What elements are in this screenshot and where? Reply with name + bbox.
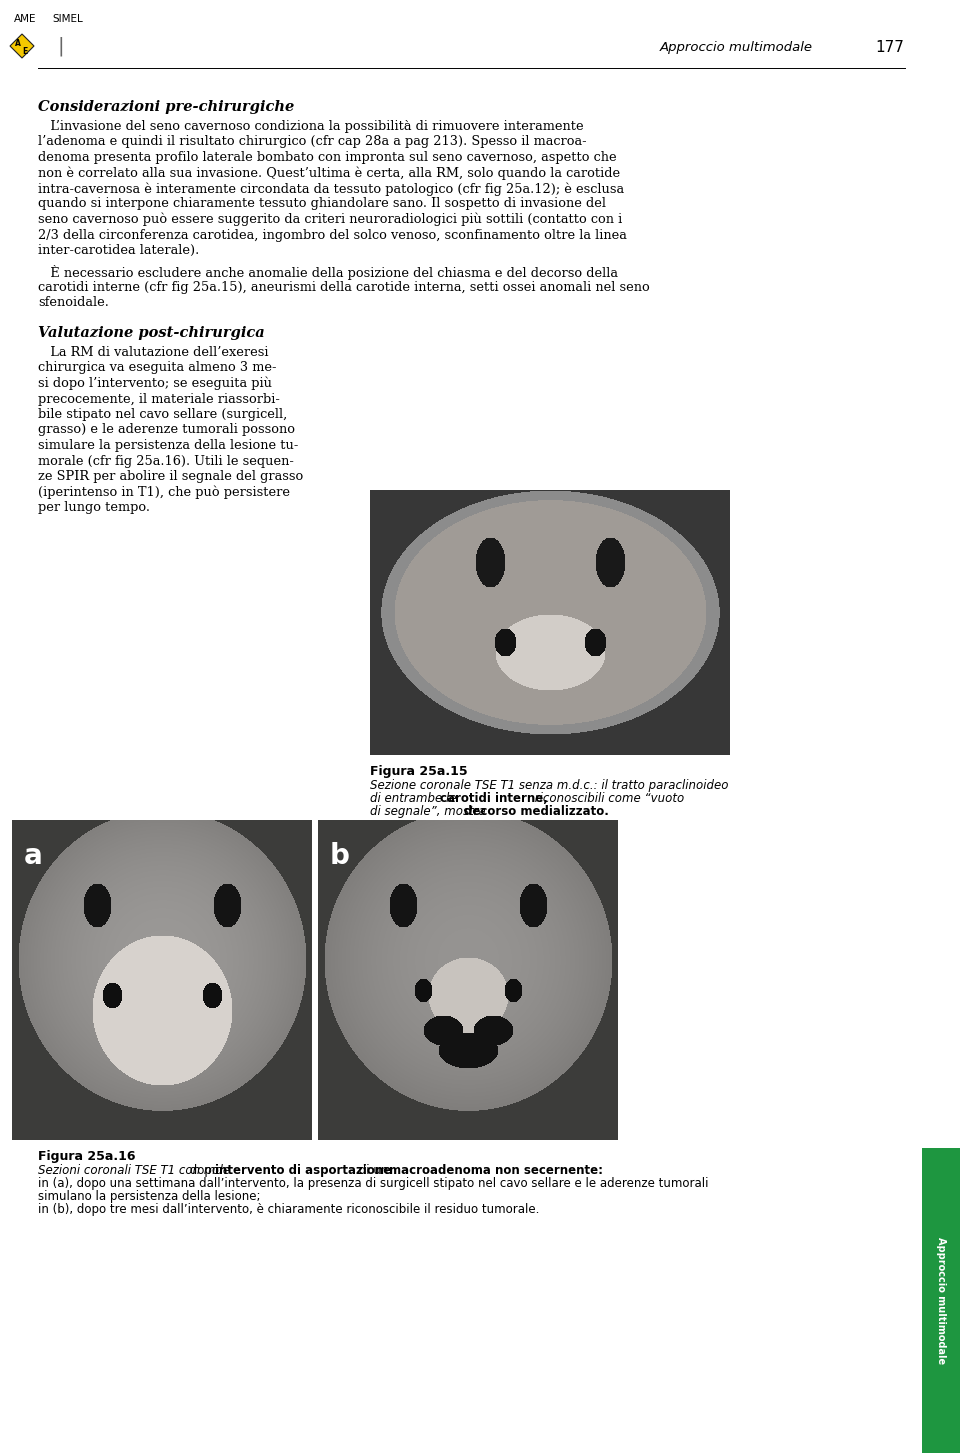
Text: SIMEL: SIMEL [52,15,83,25]
Text: per lungo tempo.: per lungo tempo. [38,501,150,514]
Text: intervento di asportazione: intervento di asportazione [215,1164,391,1177]
Text: quando si interpone chiaramente tessuto ghiandolare sano. Il sospetto di invasio: quando si interpone chiaramente tessuto … [38,198,606,211]
Text: di entrambe le: di entrambe le [370,792,460,805]
Text: Valutazione post-chirurgica: Valutazione post-chirurgica [38,325,265,340]
Text: simulare la persistenza della lesione tu-: simulare la persistenza della lesione tu… [38,439,299,452]
Text: Figura 25a.16: Figura 25a.16 [38,1149,135,1162]
Text: si dopo l’intervento; se eseguita più: si dopo l’intervento; se eseguita più [38,376,272,391]
Text: carotidi interne,: carotidi interne, [441,792,548,805]
Text: Considerazioni pre-chirurgiche: Considerazioni pre-chirurgiche [38,100,295,113]
Text: dopo: dopo [186,1164,223,1177]
Text: Figura 25a.15: Figura 25a.15 [370,764,468,777]
Text: AME: AME [14,15,36,25]
Text: di un: di un [355,1164,393,1177]
Text: bile stipato nel cavo sellare (surgicell,: bile stipato nel cavo sellare (surgicell… [38,408,287,421]
Text: in (a), dopo una settimana dall’intervento, la presenza di surgicell stipato nel: in (a), dopo una settimana dall’interven… [38,1177,708,1190]
Text: L’invasione del seno cavernoso condiziona la possibilità di rimuovere interament: L’invasione del seno cavernoso condizion… [38,121,584,134]
Text: |: | [58,36,64,55]
Text: seno cavernoso può essere suggerito da criteri neuroradiologici più sottili (con: seno cavernoso può essere suggerito da c… [38,214,622,227]
Text: 2/3 della circonferenza carotidea, ingombro del solco venoso, sconfinamento oltr: 2/3 della circonferenza carotidea, ingom… [38,228,627,241]
Text: b: b [330,841,349,870]
Text: grasso) e le aderenze tumorali possono: grasso) e le aderenze tumorali possono [38,423,295,436]
Text: A: A [15,38,21,48]
Text: a: a [24,841,43,870]
Text: Approccio multimodale: Approccio multimodale [936,1237,946,1364]
Text: Approccio multimodale: Approccio multimodale [660,41,813,54]
Bar [922,1148,960,1453]
Polygon shape [10,33,34,58]
Text: (iperintenso in T1), che può persistere: (iperintenso in T1), che può persistere [38,485,290,498]
Text: Sezione coronale TSE T1 senza m.d.c.: il tratto paraclinoideo: Sezione coronale TSE T1 senza m.d.c.: il… [370,779,729,792]
Text: riconoscibili come “vuoto: riconoscibili come “vuoto [531,792,684,805]
Text: l’adenoma e quindi il risultato chirurgico (cfr cap 28a a pag 213). Spesso il ma: l’adenoma e quindi il risultato chirurgi… [38,135,587,148]
Text: simulano la persistenza della lesione;: simulano la persistenza della lesione; [38,1190,260,1203]
Text: non è correlato alla sua invasione. Quest’ultima è certa, alla RM, solo quando l: non è correlato alla sua invasione. Ques… [38,167,620,180]
Text: sfenoidale.: sfenoidale. [38,296,108,309]
Text: carotidi interne (cfr fig 25a.15), aneurismi della carotide interna, setti ossei: carotidi interne (cfr fig 25a.15), aneur… [38,280,650,294]
Text: in (b), dopo tre mesi dall’intervento, è chiaramente riconoscibile il residuo tu: in (b), dopo tre mesi dall’intervento, è… [38,1203,540,1216]
Text: inter-carotidea laterale).: inter-carotidea laterale). [38,244,200,257]
Text: macroadenoma non secernente:: macroadenoma non secernente: [389,1164,603,1177]
Text: decorso medializzato.: decorso medializzato. [464,805,609,818]
Text: E: E [22,46,28,55]
Text: intra-cavernosa è interamente circondata da tessuto patologico (cfr fig 25a.12);: intra-cavernosa è interamente circondata… [38,182,624,196]
Text: La RM di valutazione dell’exeresi: La RM di valutazione dell’exeresi [38,346,269,359]
Text: È necessario escludere anche anomalie della posizione del chiasma e del decorso : È necessario escludere anche anomalie de… [38,266,618,280]
Text: morale (cfr fig 25a.16). Utili le sequen-: morale (cfr fig 25a.16). Utili le sequen… [38,455,294,468]
Text: chirurgica va eseguita almeno 3 me-: chirurgica va eseguita almeno 3 me- [38,362,276,375]
Text: Sezioni coronali TSE T1 con mde: Sezioni coronali TSE T1 con mde [38,1164,230,1177]
Text: 177: 177 [875,39,904,55]
Text: di segnale”, mostra: di segnale”, mostra [370,805,490,818]
Text: denoma presenta profilo laterale bombato con impronta sul seno cavernoso, aspett: denoma presenta profilo laterale bombato… [38,151,616,164]
Text: ze SPIR per abolire il segnale del grasso: ze SPIR per abolire il segnale del grass… [38,469,303,482]
Text: precocemente, il materiale riassorbi-: precocemente, il materiale riassorbi- [38,392,280,405]
